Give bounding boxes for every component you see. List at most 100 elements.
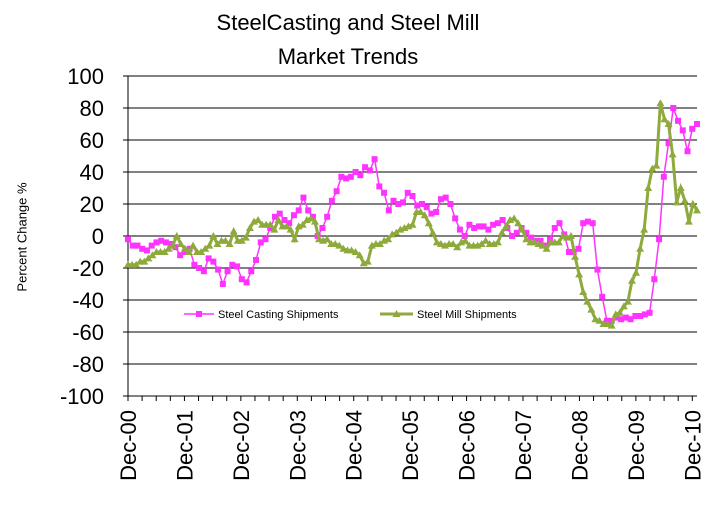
data-point-casting [158,237,165,244]
data-point-casting [253,257,260,263]
data-point-casting [143,247,150,254]
data-point-casting [684,148,691,155]
data-point-casting [480,223,487,230]
data-point-mill [282,222,291,230]
y-tick-label: 80 [80,96,104,121]
data-point-casting [428,210,435,217]
data-point-mill [693,206,701,214]
data-point-mill [449,240,458,247]
data-point-mill [189,241,198,249]
data-point-mill [493,238,502,246]
data-point-mill [286,225,295,233]
data-point-mill [627,276,636,284]
data-point-casting [456,226,463,233]
data-point-mill [384,235,393,243]
data-point-casting [603,317,610,324]
data-point-casting [618,316,625,323]
data-point-mill [652,161,661,169]
data-point-casting [622,314,629,321]
data-point-casting [433,209,440,215]
data-point-casting [129,242,136,249]
data-point-mill [180,244,189,252]
data-point-casting [637,313,644,319]
data-point-casting [542,242,549,249]
data-point-casting [400,199,407,206]
data-point-casting [219,281,226,287]
x-tick-label: Dec-06 [455,410,480,481]
data-point-casting [523,229,530,236]
data-point-casting [243,279,250,286]
data-point-mill [461,236,470,244]
data-point-mill [164,244,173,252]
data-point-casting [200,268,207,275]
chart-title-line-2: Market Trends [277,44,419,69]
data-point-mill [229,227,238,235]
data-point-mill [132,260,141,268]
y-tick-label: -80 [72,352,104,377]
data-point-mill [676,184,685,191]
data-point-mill [684,217,693,225]
chart-title-line-1: SteelCasting and Steel Mill [216,10,480,35]
x-tick-label: Dec-05 [398,410,423,481]
data-point-mill [583,297,592,305]
data-point-casting [547,236,554,243]
data-point-casting [418,201,425,207]
data-point-casting [257,239,264,246]
y-tick-label: 20 [80,192,104,217]
data-point-casting [660,173,667,180]
data-point-casting [452,215,459,222]
data-point-casting [537,237,544,244]
data-point-mill [176,240,185,247]
data-point-mill [144,254,153,262]
data-point-casting [404,189,411,196]
data-point-mill [355,251,364,259]
data-point-mill [205,241,214,249]
data-point-casting [371,156,378,163]
data-point-casting [177,252,184,259]
data-point-casting [300,194,307,201]
data-point-casting [262,236,269,243]
data-point-casting [181,249,188,255]
data-point-mill [213,240,222,247]
data-point-mill [477,240,486,247]
data-point-casting [390,197,397,204]
data-point-casting [414,202,421,209]
data-point-mill [274,216,283,223]
data-point-mill [363,257,372,265]
data-point-mill [656,99,665,107]
data-point-mill [615,308,624,316]
data-point-casting [347,173,354,180]
x-tick-label: Dec-09 [624,410,649,481]
data-point-mill [168,241,177,249]
data-point-mill [510,214,519,222]
data-point-mill [497,228,506,236]
data-point-mill [501,222,510,230]
data-point-casting [494,220,501,227]
data-point-casting [162,239,169,246]
data-point-mill [172,232,181,239]
data-point-casting [599,293,606,300]
data-point-mill [323,235,332,243]
data-point-casting [125,236,131,243]
data-point-casting [196,265,203,271]
x-tick-label: Dec-02 [229,410,254,481]
data-point-mill [623,297,632,305]
data-point-mill [290,235,299,243]
data-point-mill [648,164,657,172]
data-point-mill [335,241,344,249]
data-point-casting [513,229,520,236]
data-point-casting [267,225,274,231]
data-point-mill [245,224,254,231]
data-point-mill [408,220,417,228]
data-point-casting [499,217,506,223]
data-point-casting [641,311,648,318]
data-point-mill [575,270,584,278]
y-tick-label: 60 [80,128,104,153]
legend-label: Steel Mill Shipments [417,309,517,321]
data-point-casting [385,207,392,214]
y-tick-label: -20 [72,256,104,281]
data-point-casting [490,221,497,228]
data-point-casting [324,213,331,220]
data-point-casting [613,314,620,321]
